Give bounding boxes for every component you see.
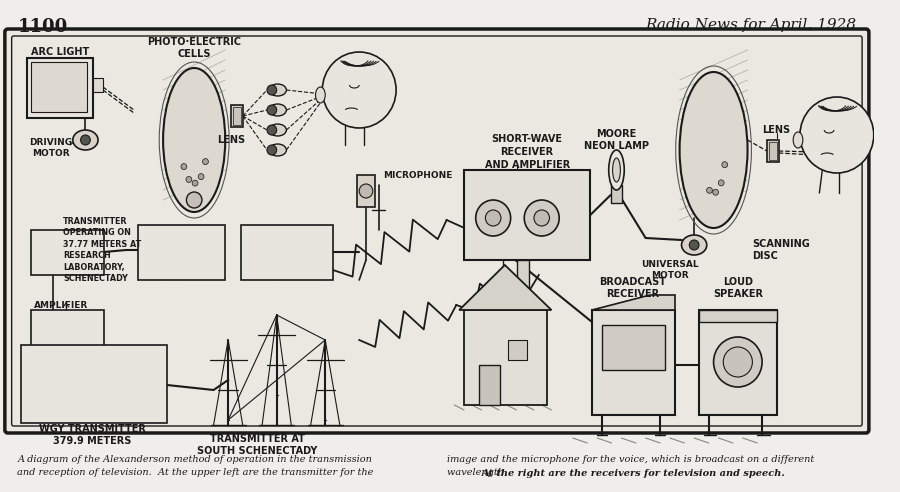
- Text: PHOTO·ELECTRIC
CELLS: PHOTO·ELECTRIC CELLS: [148, 36, 241, 60]
- Bar: [464, 170, 590, 260]
- Polygon shape: [592, 295, 675, 310]
- Circle shape: [267, 145, 276, 155]
- Circle shape: [476, 200, 510, 236]
- Circle shape: [485, 210, 501, 226]
- Bar: [769, 142, 777, 160]
- Bar: [233, 107, 241, 125]
- Ellipse shape: [186, 192, 202, 208]
- Circle shape: [524, 200, 559, 236]
- Text: Radio News for April, 1928: Radio News for April, 1928: [645, 18, 856, 32]
- Text: DRIVING
MOTOR: DRIVING MOTOR: [29, 138, 72, 158]
- Circle shape: [800, 97, 874, 173]
- Circle shape: [322, 52, 396, 128]
- Ellipse shape: [269, 124, 286, 136]
- Text: LENS: LENS: [217, 135, 245, 145]
- Text: TRANSMITTER AT
SOUTH SCHENECTADY: TRANSMITTER AT SOUTH SCHENECTADY: [197, 433, 318, 457]
- Bar: [611, 185, 622, 203]
- Text: 1100: 1100: [17, 18, 67, 36]
- Text: UNIVERSAL
MOTOR: UNIVERSAL MOTOR: [641, 260, 698, 280]
- Circle shape: [724, 347, 752, 377]
- Text: SHORT-WAVE
RECEIVER
AND AMPLIFIER: SHORT-WAVE RECEIVER AND AMPLIFIER: [484, 134, 570, 170]
- Circle shape: [186, 177, 192, 183]
- Circle shape: [181, 164, 187, 170]
- Circle shape: [267, 85, 276, 95]
- Ellipse shape: [269, 104, 286, 116]
- Bar: [464, 310, 546, 405]
- Text: At the right are the receivers for television and speech.: At the right are the receivers for telev…: [482, 469, 786, 478]
- Text: SCANNING
DISC: SCANNING DISC: [752, 239, 810, 261]
- Ellipse shape: [680, 72, 748, 228]
- Ellipse shape: [613, 158, 620, 182]
- Ellipse shape: [163, 68, 225, 212]
- Circle shape: [722, 162, 728, 168]
- Circle shape: [534, 210, 550, 226]
- Circle shape: [81, 135, 90, 145]
- Circle shape: [193, 180, 198, 186]
- Circle shape: [359, 184, 373, 198]
- Bar: [32, 310, 104, 350]
- Bar: [518, 260, 529, 295]
- Ellipse shape: [316, 87, 325, 103]
- Bar: [32, 62, 87, 112]
- Circle shape: [267, 105, 276, 115]
- Ellipse shape: [793, 132, 803, 148]
- Bar: [699, 310, 777, 322]
- Text: MOORE
NEON LAMP: MOORE NEON LAMP: [584, 128, 649, 152]
- FancyBboxPatch shape: [4, 29, 868, 433]
- Text: LENS: LENS: [762, 125, 791, 135]
- Circle shape: [718, 180, 724, 186]
- Text: image and the microphone for the voice, which is broadcast on a different
wavele: image and the microphone for the voice, …: [446, 455, 814, 477]
- Text: TRANSMITTER
OPERATING ON
37.77 METERS AT
RESEARCH
LABORATORY,
SCHENECTADY: TRANSMITTER OPERATING ON 37.77 METERS AT…: [63, 217, 141, 283]
- Text: AMPLIFIER: AMPLIFIER: [34, 301, 88, 309]
- Bar: [592, 310, 675, 415]
- Bar: [94, 78, 103, 92]
- Circle shape: [714, 337, 762, 387]
- Bar: [699, 310, 777, 415]
- Circle shape: [689, 240, 699, 250]
- Ellipse shape: [269, 144, 286, 156]
- Ellipse shape: [73, 130, 98, 150]
- Text: WGY TRANSMITTER
379.9 METERS: WGY TRANSMITTER 379.9 METERS: [39, 424, 146, 446]
- Bar: [479, 365, 500, 405]
- Bar: [508, 340, 527, 360]
- Circle shape: [202, 158, 209, 165]
- Bar: [231, 105, 243, 127]
- Circle shape: [198, 174, 204, 180]
- Circle shape: [706, 187, 713, 193]
- Bar: [357, 175, 374, 207]
- Ellipse shape: [681, 235, 706, 255]
- Bar: [602, 325, 665, 370]
- Bar: [22, 345, 167, 423]
- Text: LOUD
SPEAKER: LOUD SPEAKER: [713, 277, 763, 300]
- Text: ARC LIGHT: ARC LIGHT: [32, 47, 89, 57]
- Bar: [32, 230, 104, 275]
- Polygon shape: [459, 265, 552, 310]
- Circle shape: [713, 189, 718, 195]
- Bar: [138, 225, 225, 280]
- Bar: [241, 225, 333, 280]
- Bar: [767, 140, 778, 162]
- Ellipse shape: [269, 84, 286, 96]
- Text: BROADCAST
RECEIVER: BROADCAST RECEIVER: [599, 277, 667, 300]
- Text: A diagram of the Alexanderson method of operation in the transmission
and recept: A diagram of the Alexanderson method of …: [17, 455, 374, 477]
- Bar: [27, 58, 94, 118]
- Text: MICROPHONE: MICROPHONE: [383, 171, 453, 180]
- Circle shape: [267, 125, 276, 135]
- Ellipse shape: [608, 150, 625, 190]
